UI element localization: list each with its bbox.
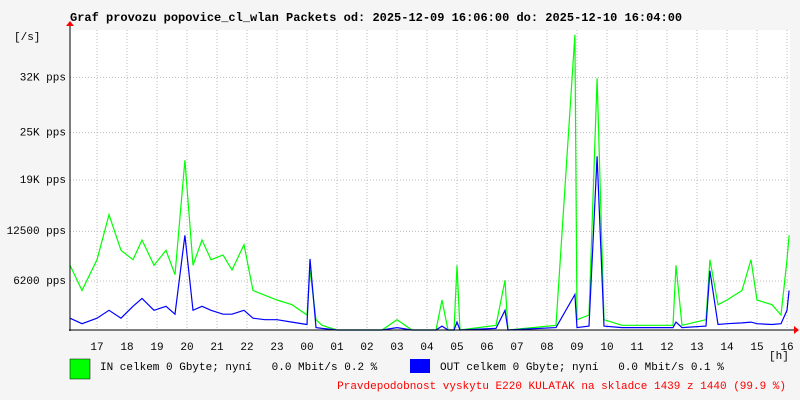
y-tick-label: 12500 pps bbox=[7, 226, 66, 238]
x-tick-label: 02 bbox=[360, 342, 373, 354]
x-tick-label: 12 bbox=[660, 342, 673, 354]
x-tick-label: 00 bbox=[300, 342, 313, 354]
x-tick-label: 17 bbox=[90, 342, 103, 354]
x-tick-label: 23 bbox=[270, 342, 283, 354]
x-tick-label: 08 bbox=[540, 342, 553, 354]
x-tick-label: 06 bbox=[480, 342, 493, 354]
x-tick-label: 10 bbox=[600, 342, 613, 354]
x-tick-label: 01 bbox=[330, 342, 344, 354]
note: Pravdepodobnost vyskytu E220 KULATAK na … bbox=[337, 381, 786, 393]
x-tick-label: 20 bbox=[180, 342, 193, 354]
legend-label: OUT celkem 0 Gbyte; nyní 0.0 Mbit/s 0.1 … bbox=[440, 362, 724, 374]
legend-swatch-in bbox=[69, 358, 91, 380]
y-tick-label: 19K pps bbox=[20, 175, 66, 187]
x-tick-label: 04 bbox=[420, 342, 434, 354]
legend-swatch-out bbox=[410, 359, 430, 373]
y-tick-label: 25K pps bbox=[20, 128, 66, 140]
x-tick-label: 22 bbox=[240, 342, 253, 354]
x-tick-label: 03 bbox=[390, 342, 403, 354]
x-tick-label: 07 bbox=[510, 342, 523, 354]
series-line bbox=[69, 156, 790, 331]
y-tick-label: 32K pps bbox=[20, 72, 66, 84]
y-axis-arrow bbox=[66, 21, 74, 26]
x-tick-label: 14 bbox=[720, 342, 734, 354]
y-tick-label: 6200 pps bbox=[13, 276, 66, 288]
x-tick-label: 19 bbox=[150, 342, 163, 354]
x-tick-label: 16 bbox=[780, 342, 793, 354]
x-axis-arrow bbox=[794, 326, 799, 334]
grid bbox=[70, 30, 790, 330]
legend-label: IN celkem 0 Gbyte; nyní 0.0 Mbit/s 0.2 % bbox=[100, 362, 378, 374]
x-tick-label: 09 bbox=[570, 342, 583, 354]
x-tick-label: 21 bbox=[210, 342, 224, 354]
lines bbox=[69, 34, 790, 331]
x-tick-label: 05 bbox=[450, 342, 463, 354]
x-tick-label: 18 bbox=[120, 342, 133, 354]
y-axis-label: [/s] bbox=[14, 32, 40, 44]
x-tick-label: 13 bbox=[690, 342, 703, 354]
x-tick-label: 11 bbox=[630, 342, 644, 354]
x-tick-label: 15 bbox=[750, 342, 763, 354]
x-axis-label: [h] bbox=[769, 351, 789, 363]
chart-title: Graf provozu popovice_cl_wlan Packets od… bbox=[70, 11, 682, 25]
